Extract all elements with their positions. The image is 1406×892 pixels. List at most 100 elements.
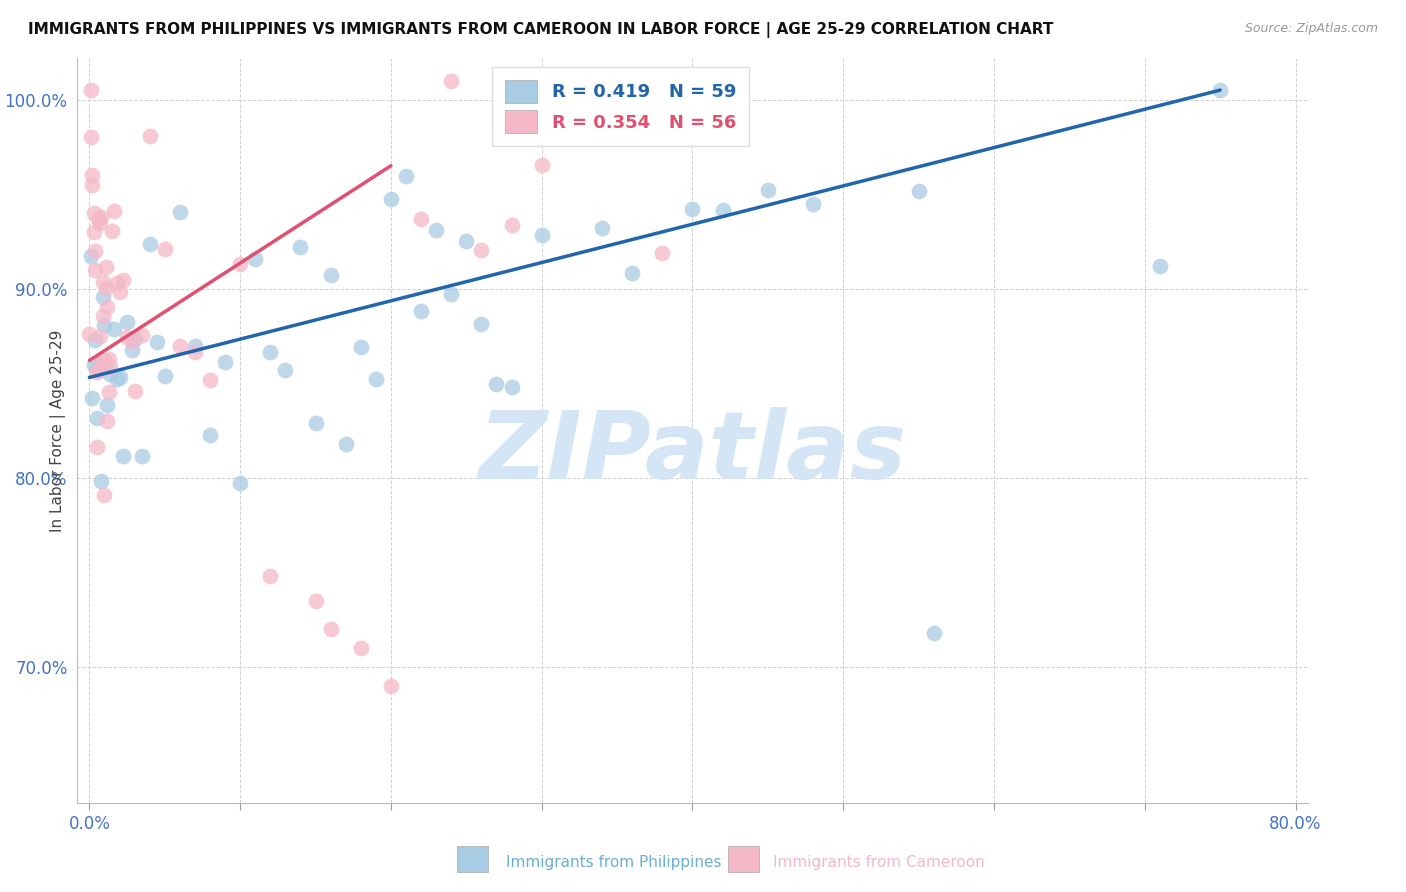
Point [101, 224, 124, 238]
Point [90, 356, 112, 370]
Point [93, 318, 115, 332]
Point [82, 168, 104, 182]
Point [94, 260, 117, 275]
Point [606, 109, 628, 123]
Point [131, 450, 153, 464]
Point [87, 363, 110, 377]
Point [89, 359, 111, 373]
Point [96, 398, 118, 412]
Point [87, 359, 110, 373]
Point [591, 221, 613, 235]
Point [121, 334, 143, 348]
Point [91, 290, 114, 304]
Point [440, 286, 463, 301]
Point [90, 474, 112, 488]
Point [83, 358, 105, 372]
Point [184, 339, 207, 353]
Point [111, 449, 134, 463]
Point [82, 391, 104, 405]
Point [80, 249, 103, 263]
Point [395, 169, 418, 183]
Point [198, 373, 221, 387]
Point [115, 330, 138, 344]
Point [290, 240, 312, 254]
Point [96, 414, 118, 428]
Point [89, 329, 111, 343]
Text: ZIPatlas: ZIPatlas [478, 407, 907, 499]
Point [501, 219, 523, 233]
Point [121, 343, 143, 357]
Point [103, 322, 125, 336]
Point [98, 351, 121, 366]
Point [1209, 83, 1232, 97]
Point [319, 622, 342, 636]
Point [756, 183, 779, 197]
Point [184, 345, 207, 359]
Point [138, 237, 160, 252]
Point [922, 625, 945, 640]
Point [198, 428, 221, 442]
Point [103, 203, 125, 218]
Y-axis label: In Labor Force | Age 25-29: In Labor Force | Age 25-29 [51, 329, 66, 532]
Point [561, 83, 583, 97]
Point [682, 202, 704, 216]
Point [131, 328, 153, 343]
Point [621, 267, 644, 281]
Point [146, 334, 169, 349]
Point [711, 203, 734, 218]
Point [86, 365, 108, 379]
Point [80, 83, 103, 97]
Point [350, 340, 373, 354]
Point [96, 301, 118, 315]
Point [801, 197, 824, 211]
Point [93, 488, 115, 502]
Point [214, 355, 236, 369]
Point [440, 73, 463, 87]
Point [229, 476, 252, 491]
Point [153, 242, 176, 256]
Point [83, 225, 105, 239]
Point [304, 593, 326, 607]
Point [1149, 259, 1171, 273]
Point [84, 333, 107, 347]
Point [907, 184, 929, 198]
Point [100, 360, 122, 375]
Text: Immigrants from Philippines: Immigrants from Philippines [506, 855, 721, 870]
Text: IMMIGRANTS FROM PHILIPPINES VS IMMIGRANTS FROM CAMEROON IN LABOR FORCE | AGE 25-: IMMIGRANTS FROM PHILIPPINES VS IMMIGRANT… [28, 22, 1053, 38]
Point [91, 275, 114, 289]
Point [350, 640, 373, 655]
Point [501, 380, 523, 394]
Point [380, 679, 402, 693]
Point [259, 345, 281, 359]
Point [274, 363, 297, 377]
Point [86, 411, 108, 425]
Point [380, 193, 402, 207]
Text: Source: ZipAtlas.com: Source: ZipAtlas.com [1244, 22, 1378, 36]
Point [84, 244, 107, 258]
Point [470, 244, 492, 258]
Point [470, 318, 492, 332]
Point [90, 210, 112, 224]
Point [94, 280, 117, 294]
Point [84, 262, 107, 277]
Point [98, 385, 121, 400]
Point [456, 234, 478, 248]
Point [105, 372, 128, 386]
Point [259, 569, 281, 583]
Point [111, 273, 134, 287]
Point [115, 315, 138, 329]
Point [79, 326, 101, 341]
Point [124, 332, 146, 346]
Point [409, 303, 432, 318]
Point [105, 276, 128, 290]
Point [530, 227, 553, 242]
Point [364, 372, 387, 386]
Legend: R = 0.419   N = 59, R = 0.354   N = 56: R = 0.419 N = 59, R = 0.354 N = 56 [492, 67, 749, 146]
Point [319, 268, 342, 282]
Point [86, 440, 108, 454]
Point [169, 205, 191, 219]
Point [87, 211, 110, 226]
Point [485, 377, 508, 392]
Point [169, 339, 191, 353]
Point [425, 223, 447, 237]
